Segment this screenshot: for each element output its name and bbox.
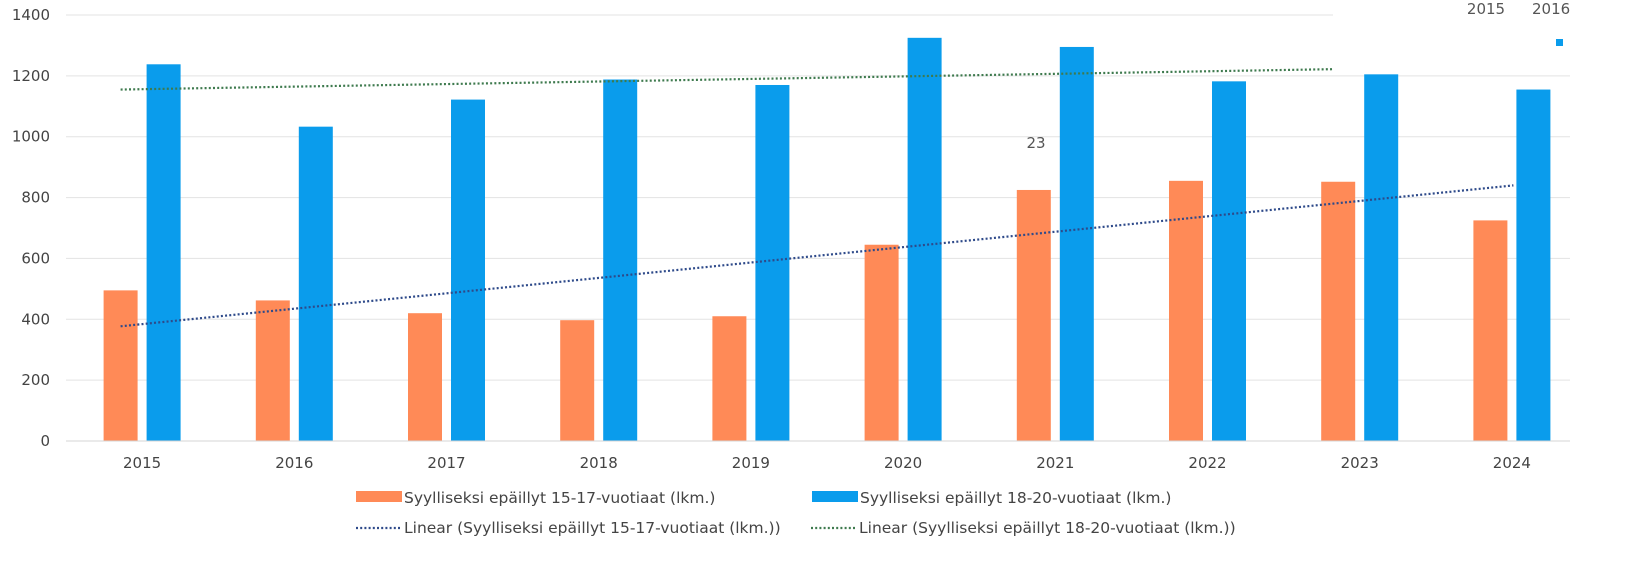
x-axis-ticks: 2015 2016 2017 2018 2019 2020 2021 2022 2023 2024 (123, 454, 1531, 472)
bar-18-20-2022 (1212, 81, 1246, 441)
bar-15-17-2023 (1321, 181, 1356, 441)
bar-18-20-2015 (146, 64, 181, 442)
bar-18-20-2018 (603, 79, 638, 441)
legend-label-18-20: Syylliseksi epäillyt 18-20-vuotiaat (lkm… (860, 489, 1171, 507)
bar-18-20-2020 (907, 37, 942, 441)
legend-trend-label-18-20: Linear (Syylliseksi epäillyt 18-20-vuoti… (859, 519, 1236, 537)
x-tick-label: 2016 (275, 454, 313, 472)
x-tick-label: 2015 (123, 454, 161, 472)
stray-legend-swatch (1556, 39, 1563, 46)
bar-15-17-2015 (103, 290, 138, 441)
legend-swatch-18-20 (812, 491, 858, 502)
x-tick-label: 2024 (1493, 454, 1531, 472)
x-tick-label: 2023 (1341, 454, 1379, 472)
bar-15-17-2019 (712, 316, 747, 441)
y-tick-label: 600 (21, 249, 50, 267)
bar-15-17-2022 (1169, 180, 1203, 442)
x-tick-label: 2018 (580, 454, 618, 472)
y-axis-ticks: 0 200 400 600 800 1000 1200 1400 (12, 6, 50, 450)
legend-label-15-17: Syylliseksi epäillyt 15-17-vuotiaat (lkm… (404, 489, 715, 507)
y-tick-label: 1000 (12, 128, 50, 146)
bar-18-20-2016 (298, 126, 333, 442)
y-tick-label: 0 (40, 432, 50, 450)
bar-18-20-2019 (755, 84, 790, 441)
y-tick-label: 200 (21, 371, 50, 389)
stray-label-2015: 2015 (1467, 0, 1505, 18)
bar-15-17-2017 (408, 313, 442, 441)
bar-18-20-2024 (1516, 89, 1551, 442)
stray-label-2016: 2016 (1532, 0, 1570, 18)
bar-18-20-2017 (451, 99, 485, 441)
bar-18-20-2021 (1059, 46, 1094, 441)
x-tick-label: 2020 (884, 454, 922, 472)
legend: Syylliseksi epäillyt 15-17-vuotiaat (lkm… (356, 489, 1236, 537)
y-tick-label: 1200 (12, 67, 50, 85)
y-tick-label: 400 (21, 310, 50, 328)
bar-15-17-2024 (1473, 220, 1508, 441)
x-tick-label: 2017 (427, 454, 465, 472)
bar-15-17-2020 (864, 244, 899, 441)
trendlines (120, 68, 1514, 328)
legend-swatch-15-17 (356, 491, 402, 502)
x-tick-label: 2021 (1036, 454, 1074, 472)
y-tick-label: 800 (21, 189, 50, 207)
stray-label-23: 23 (1026, 134, 1045, 152)
bar-18-20-2023 (1364, 74, 1399, 441)
bars (103, 37, 1551, 442)
x-tick-label: 2019 (732, 454, 770, 472)
bar-15-17-2018 (560, 320, 595, 441)
bar-15-17-2016 (255, 300, 290, 441)
bar-15-17-2021 (1016, 189, 1051, 441)
legend-trend-label-15-17: Linear (Syylliseksi epäillyt 15-17-vuoti… (404, 519, 781, 537)
y-tick-label: 1400 (12, 6, 50, 24)
trendline-18-20 (120, 68, 1334, 91)
x-tick-label: 2022 (1188, 454, 1226, 472)
